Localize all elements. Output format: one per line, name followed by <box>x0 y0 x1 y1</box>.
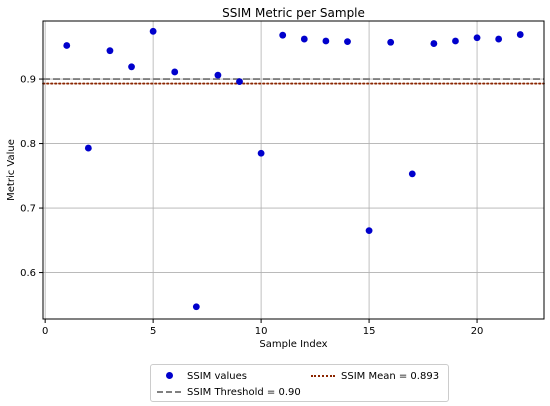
ssim-point <box>257 149 265 157</box>
ssim-point <box>84 144 92 152</box>
ssim-point <box>365 227 373 235</box>
ssim-point <box>128 63 135 71</box>
legend-marker-dot <box>157 371 181 381</box>
legend-marker-dotted-line <box>311 371 335 381</box>
x-tick-label: 10 <box>255 326 268 337</box>
y-tick-label: 0.8 <box>20 139 36 150</box>
y-axis-ticks: 0.6 0.7 0.8 0.9 <box>20 75 43 279</box>
x-tick-label: 15 <box>363 326 376 337</box>
ssim-point <box>516 31 524 38</box>
x-tick-label: 5 <box>150 326 156 337</box>
legend-item-ssim-values: SSIM values <box>157 369 247 383</box>
y-tick-label: 0.9 <box>20 75 36 86</box>
legend-item-ssim-mean: SSIM Mean = 0.893 <box>311 369 439 383</box>
x-axis-ticks: 0 5 10 15 20 <box>42 319 483 337</box>
legend-label: SSIM Mean = 0.893 <box>341 370 440 382</box>
ssim-point <box>473 34 481 42</box>
ssim-point <box>387 38 395 46</box>
ssim-point <box>236 78 243 86</box>
x-tick-label: 0 <box>42 326 48 337</box>
ssim-point <box>171 68 179 76</box>
legend-marker-dashed-line <box>157 387 181 397</box>
ssim-point <box>63 42 71 49</box>
legend-label: SSIM Threshold = 0.90 <box>187 386 301 398</box>
x-tick-label: 20 <box>471 326 484 337</box>
grid-lines <box>43 21 544 319</box>
ssim-point <box>106 47 114 55</box>
legend-label: SSIM values <box>187 370 247 382</box>
chart-legend: SSIM values SSIM Mean = 0.893 SSIM Thres… <box>150 364 449 402</box>
ssim-point <box>300 35 308 43</box>
ssim-point <box>279 31 287 39</box>
ssim-point <box>214 71 222 79</box>
ssim-point <box>495 35 503 43</box>
y-tick-label: 0.7 <box>20 204 36 215</box>
ssim-point <box>149 27 157 35</box>
ssim-point <box>344 38 351 46</box>
chart-title: SSIM Metric per Sample <box>222 6 365 20</box>
y-tick-label: 0.6 <box>20 268 36 279</box>
legend-item-ssim-threshold: SSIM Threshold = 0.90 <box>157 385 301 399</box>
ssim-point <box>192 303 200 311</box>
ssim-point <box>430 40 438 47</box>
ssim-points <box>63 27 524 311</box>
ssim-point <box>322 37 330 45</box>
ssim-point <box>408 170 416 178</box>
plot-frame <box>42 20 545 320</box>
ssim-point <box>452 37 459 45</box>
x-axis-label: Sample Index <box>259 339 327 350</box>
y-axis-label: Metric Value <box>6 139 17 201</box>
reference-lines <box>42 78 545 85</box>
